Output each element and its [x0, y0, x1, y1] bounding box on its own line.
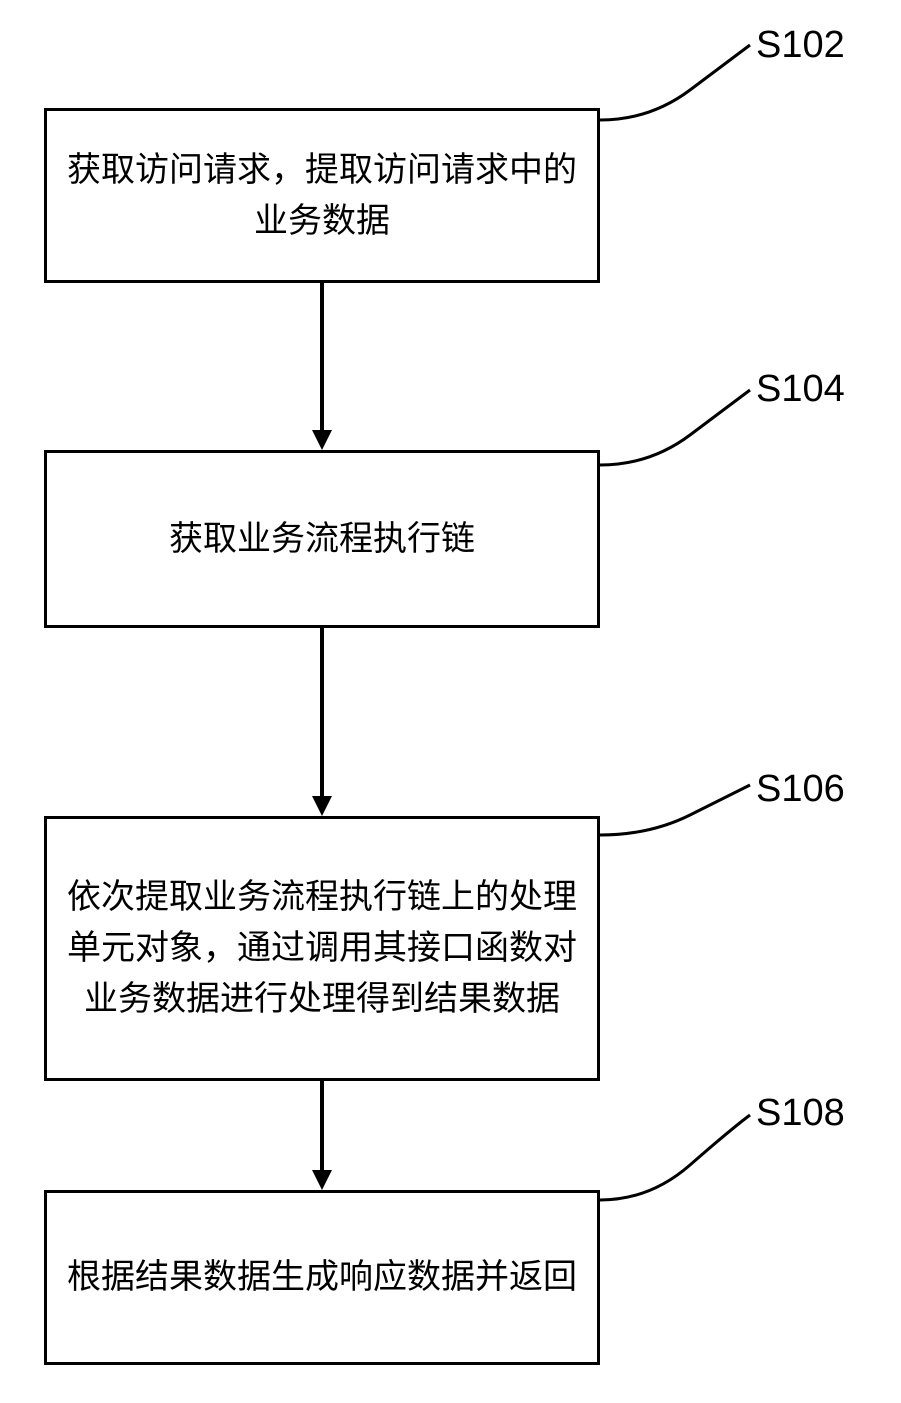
node-text-s104: 获取业务流程执行链: [169, 514, 475, 565]
node-text-s106: 依次提取业务流程执行链上的处理单元对象，通过调用其接口函数对业务数据进行处理得到…: [67, 872, 577, 1025]
flowchart-node-s102: 获取访问请求，提取访问请求中的业务数据: [44, 108, 600, 283]
node-text-s108: 根据结果数据生成响应数据并返回: [67, 1252, 577, 1303]
callout-curve-s104: [590, 375, 760, 475]
arrow-line-3: [320, 1081, 324, 1170]
callout-curve-s108: [590, 1100, 760, 1210]
step-label-s108: S108: [756, 1092, 845, 1135]
flowchart-node-s106: 依次提取业务流程执行链上的处理单元对象，通过调用其接口函数对业务数据进行处理得到…: [44, 816, 600, 1081]
arrow-head-3: [312, 1170, 332, 1190]
step-label-s102: S102: [756, 24, 845, 67]
node-text-s102: 获取访问请求，提取访问请求中的业务数据: [67, 145, 577, 247]
callout-curve-s106: [590, 775, 760, 845]
arrow-line-2: [320, 628, 324, 796]
callout-curve-s102: [590, 30, 760, 130]
arrow-line-1: [320, 283, 324, 430]
flowchart-container: 获取访问请求，提取访问请求中的业务数据 S102 获取业务流程执行链 S104 …: [0, 0, 901, 1403]
arrow-head-1: [312, 430, 332, 450]
step-label-s106: S106: [756, 768, 845, 811]
flowchart-node-s108: 根据结果数据生成响应数据并返回: [44, 1190, 600, 1365]
flowchart-node-s104: 获取业务流程执行链: [44, 450, 600, 628]
step-label-s104: S104: [756, 368, 845, 411]
arrow-head-2: [312, 796, 332, 816]
